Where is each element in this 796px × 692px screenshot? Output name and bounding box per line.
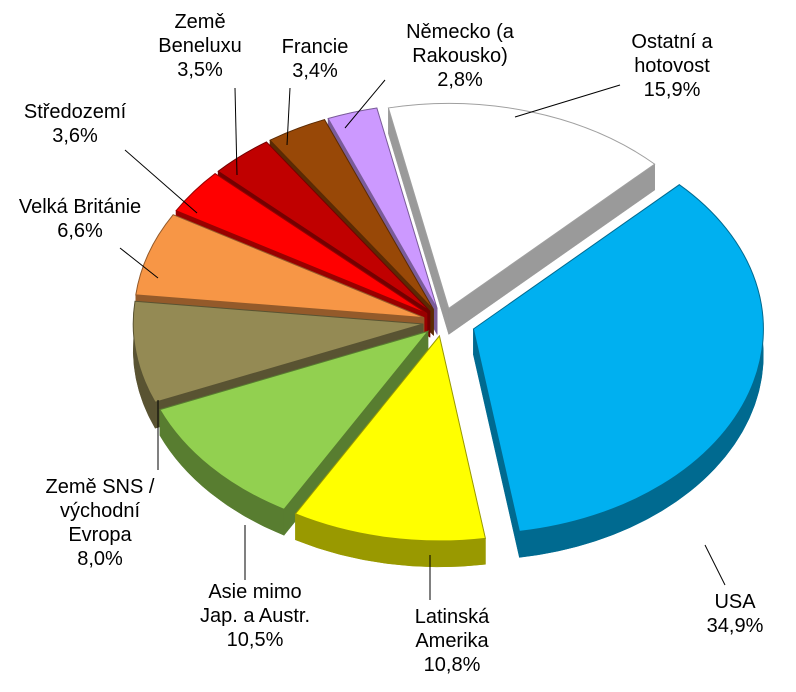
value-label: 34,9% [706, 615, 764, 637]
pie-slice [294, 334, 486, 542]
slice-label: Ostatní a hotovost [631, 31, 713, 77]
value-label: 8,0% [77, 548, 123, 570]
value-label: 6,6% [57, 220, 103, 242]
pie-slice [327, 107, 438, 309]
slice-label: Země SNS / východní Evropa [45, 476, 155, 546]
slice-label: Velká Británie [18, 196, 142, 218]
slice-label: Země Beneluxu [158, 11, 242, 57]
pie-slice [217, 141, 431, 312]
value-label: 15,9% [643, 79, 701, 101]
slice-label: USA [714, 591, 756, 613]
value-label: 3,5% [177, 59, 223, 81]
value-label: 3,4% [292, 60, 338, 82]
pie-slice [269, 118, 434, 310]
leader-line [514, 84, 621, 118]
slice-label: Středozemí [23, 101, 127, 123]
slice-label: Německo (a Rakousko) [406, 21, 514, 67]
pie-slice [159, 330, 430, 510]
slice-label: Francie [281, 36, 349, 58]
leader-line [234, 87, 238, 176]
leader-line [119, 247, 159, 279]
value-label: 2,8% [437, 69, 483, 91]
slice-label: Asie mimo Jap. a Austr. [199, 581, 311, 627]
pie-slice [175, 172, 428, 315]
value-label: 10,5% [226, 629, 284, 651]
leader-line [286, 87, 291, 146]
leader-line [124, 149, 198, 214]
slice-tops [132, 102, 764, 542]
pie-slice [132, 300, 424, 403]
value-label: 10,8% [423, 654, 481, 676]
value-label: 3,6% [52, 125, 98, 147]
pie-slice [472, 184, 764, 532]
slice-label: Latinská Amerika [414, 606, 490, 652]
leader-line [344, 79, 386, 129]
pie-slice [135, 214, 425, 319]
leader-lines [119, 79, 726, 600]
leader-line [704, 544, 726, 586]
